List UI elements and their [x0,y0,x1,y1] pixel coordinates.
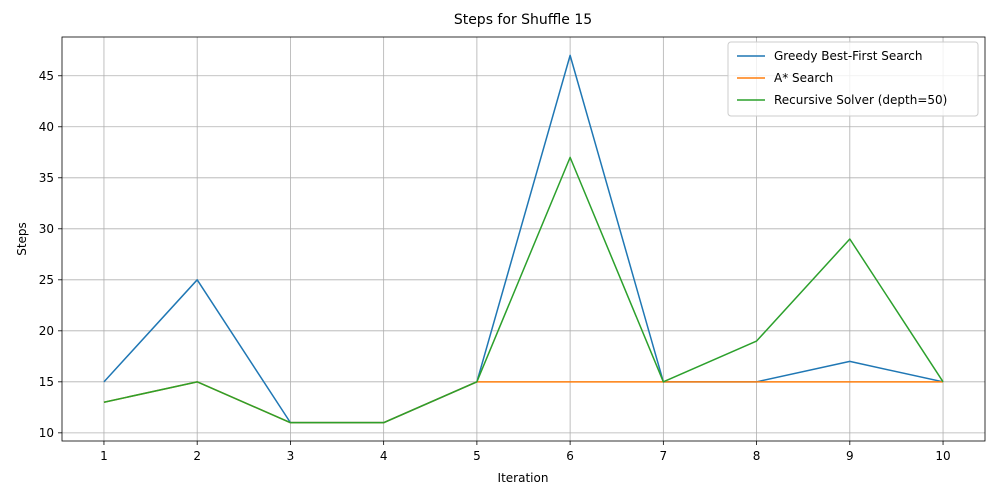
legend-box [727,41,979,117]
x-tick-label: 6 [566,449,574,463]
y-axis-ticks: 10 15 20 25 30 35 40 45 [39,69,62,440]
series-line-greedy-best-first-search [103,54,944,424]
y-tick-label: 30 [39,222,54,236]
y-tick-label: 20 [39,324,54,338]
series-line-recursive-solver-depth-50 [103,156,944,424]
legend-label: A* Search [774,71,833,85]
series-line-a-search [103,381,944,424]
chart-title: Steps for Shuffle 15 [454,12,592,28]
plot-frame [61,36,986,442]
y-tick-label: 25 [39,273,54,287]
x-axis-label: Iteration [498,471,549,485]
x-tick-label: 1 [100,449,108,463]
x-tick-label: 8 [753,449,761,463]
legend: Greedy Best-First Search A* Search Recursi… [727,41,979,117]
x-tick-label: 4 [380,449,388,463]
x-axis-ticks: 1 2 3 4 5 6 7 8 9 10 [100,441,951,463]
grid [62,37,985,441]
y-tick-label: 10 [39,426,54,440]
y-tick-label: 45 [39,69,54,83]
x-tick-label: 10 [935,449,950,463]
x-tick-label: 3 [287,449,295,463]
legend-label: Greedy Best-First Search [774,49,922,63]
x-tick-label: 7 [660,449,668,463]
y-tick-label: 40 [39,120,54,134]
legend-label: Recursive Solver (depth=50) [774,93,947,107]
x-tick-label: 9 [846,449,854,463]
y-tick-label: 35 [39,171,54,185]
x-tick-label: 2 [193,449,201,463]
series-lines [103,54,944,424]
y-axis-label: Steps [15,222,29,256]
x-tick-label: 5 [473,449,481,463]
y-tick-label: 15 [39,375,54,389]
